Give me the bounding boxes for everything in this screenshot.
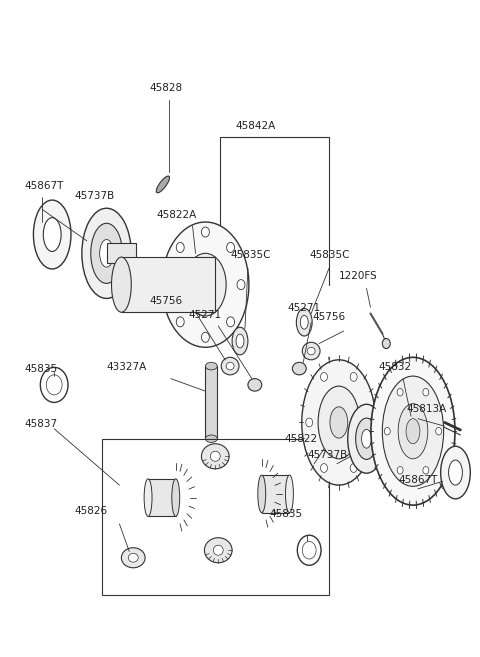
Text: 1220FS: 1220FS <box>339 271 378 281</box>
Ellipse shape <box>356 418 377 459</box>
Text: 45737B: 45737B <box>74 191 114 201</box>
Ellipse shape <box>371 357 455 505</box>
Ellipse shape <box>232 327 248 355</box>
Text: 45835C: 45835C <box>309 250 350 260</box>
Ellipse shape <box>318 386 360 459</box>
Ellipse shape <box>91 223 122 283</box>
Text: 45822A: 45822A <box>156 210 196 219</box>
Ellipse shape <box>43 217 61 252</box>
Bar <box>148 479 176 516</box>
Bar <box>107 243 136 263</box>
Ellipse shape <box>121 548 145 568</box>
Text: 45842A: 45842A <box>235 121 276 131</box>
Circle shape <box>350 373 357 381</box>
Circle shape <box>397 466 403 474</box>
Ellipse shape <box>448 460 462 485</box>
Ellipse shape <box>34 200 71 269</box>
Text: 45867T: 45867T <box>24 181 64 191</box>
Ellipse shape <box>111 257 131 312</box>
Text: 45867T: 45867T <box>398 475 438 485</box>
Circle shape <box>202 227 209 237</box>
Text: 45756: 45756 <box>312 312 345 322</box>
Circle shape <box>321 464 327 472</box>
Ellipse shape <box>205 435 217 443</box>
Ellipse shape <box>100 240 113 267</box>
Ellipse shape <box>195 269 216 300</box>
Bar <box>102 439 329 595</box>
Bar <box>205 366 217 439</box>
Bar <box>262 475 289 512</box>
Ellipse shape <box>248 378 262 391</box>
Ellipse shape <box>330 407 348 438</box>
Ellipse shape <box>172 479 180 516</box>
Text: 45835: 45835 <box>24 363 58 374</box>
Ellipse shape <box>286 475 293 512</box>
Ellipse shape <box>156 176 169 193</box>
Circle shape <box>227 242 235 252</box>
Text: 45813A: 45813A <box>406 403 446 414</box>
Ellipse shape <box>205 362 217 370</box>
Ellipse shape <box>302 360 376 485</box>
Circle shape <box>237 280 245 290</box>
Circle shape <box>350 464 357 472</box>
Ellipse shape <box>302 342 320 360</box>
Ellipse shape <box>361 429 372 448</box>
Ellipse shape <box>292 362 306 375</box>
Circle shape <box>397 388 403 396</box>
Ellipse shape <box>221 357 239 375</box>
Text: 45756: 45756 <box>149 296 182 306</box>
Bar <box>121 257 216 312</box>
Ellipse shape <box>258 475 266 512</box>
Text: 45822: 45822 <box>285 434 318 443</box>
Ellipse shape <box>185 254 226 316</box>
Ellipse shape <box>406 419 420 443</box>
Text: 45826: 45826 <box>74 507 107 516</box>
Text: 45835: 45835 <box>270 509 303 519</box>
Text: 45828: 45828 <box>149 83 182 93</box>
Ellipse shape <box>307 348 315 355</box>
Text: 45835C: 45835C <box>230 250 271 260</box>
Ellipse shape <box>226 362 234 370</box>
Ellipse shape <box>82 208 131 298</box>
Ellipse shape <box>144 479 152 516</box>
Ellipse shape <box>383 376 444 486</box>
Ellipse shape <box>202 443 229 469</box>
Ellipse shape <box>162 222 249 348</box>
Circle shape <box>166 280 174 290</box>
Circle shape <box>176 242 184 252</box>
Ellipse shape <box>128 553 138 562</box>
Ellipse shape <box>441 446 470 499</box>
Text: 45271: 45271 <box>288 304 321 313</box>
Ellipse shape <box>210 451 220 461</box>
Circle shape <box>306 418 312 427</box>
Circle shape <box>365 418 372 427</box>
Circle shape <box>384 428 390 435</box>
Ellipse shape <box>296 308 312 336</box>
Ellipse shape <box>204 537 232 563</box>
Ellipse shape <box>398 403 428 459</box>
Circle shape <box>423 388 429 396</box>
Text: 45737B: 45737B <box>307 450 348 460</box>
Circle shape <box>321 373 327 381</box>
Ellipse shape <box>213 545 223 555</box>
Circle shape <box>423 466 429 474</box>
Circle shape <box>227 317 235 327</box>
Circle shape <box>383 338 390 349</box>
Ellipse shape <box>236 334 244 348</box>
Circle shape <box>436 428 442 435</box>
Ellipse shape <box>300 315 308 329</box>
Ellipse shape <box>348 404 385 473</box>
Text: 45271: 45271 <box>189 309 222 320</box>
Text: 45832: 45832 <box>378 363 411 373</box>
Text: 45837: 45837 <box>24 419 58 429</box>
Circle shape <box>202 332 209 342</box>
Text: 43327A: 43327A <box>107 363 147 373</box>
Circle shape <box>176 317 184 327</box>
